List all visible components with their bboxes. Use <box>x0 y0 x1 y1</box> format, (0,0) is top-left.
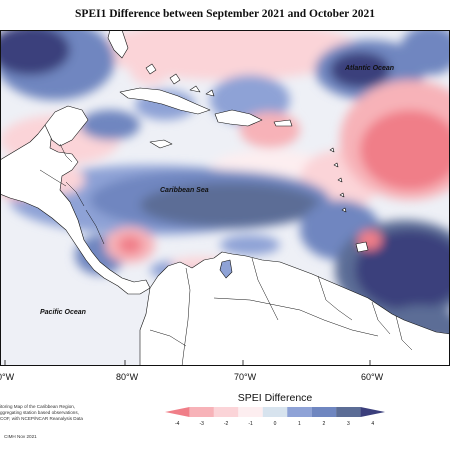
legend-swatch <box>311 407 337 417</box>
legend-tick-label: 0 <box>274 421 277 427</box>
credit-line-1: itoring Map of the Caribbean Region, <box>0 404 76 409</box>
legend-swatch <box>189 407 214 417</box>
yucatan <box>44 105 89 147</box>
legend-swatch <box>213 407 239 417</box>
bahamas <box>145 63 215 97</box>
legend-colorbar: -4 -3 -2 -1 0 1 2 3 4 <box>165 407 385 427</box>
central-america <box>0 124 151 295</box>
longitude-label-80w: 80°W <box>116 372 139 382</box>
legend-tick-label: -3 <box>199 421 204 427</box>
spei-map: Atlantic Ocean Caribbean Sea Pacific Oce… <box>0 30 450 366</box>
legend: SPEI Difference -4 -3 -2 -1 0 1 2 3 4 <box>155 392 395 432</box>
country-borders <box>39 143 413 366</box>
legend-tick-label: 3 <box>347 421 350 427</box>
legend-swatch <box>262 407 288 417</box>
jamaica <box>149 139 173 149</box>
legend-tick-label: 4 <box>371 421 374 427</box>
credit-line-3: COF, with NCEP/NCAR Reanalysis Data <box>0 416 83 421</box>
trinidad <box>355 241 369 253</box>
legend-tick-label: -1 <box>248 421 253 427</box>
legend-swatch <box>165 407 190 417</box>
legend-swatch <box>336 407 361 417</box>
legend-swatch <box>238 407 263 417</box>
florida <box>107 30 129 59</box>
credit-line-2: ggregating station based observations, <box>0 410 79 415</box>
longitude-ticks <box>4 360 371 366</box>
lesser-antilles <box>329 147 347 213</box>
atlantic-ocean-label: Atlantic Ocean <box>344 65 394 72</box>
legend-tick-label: -2 <box>224 421 229 427</box>
longitude-label-90w: 90°W <box>0 372 15 382</box>
caribbean-sea-label: Caribbean Sea <box>160 187 209 194</box>
legend-swatch <box>360 407 385 417</box>
legend-tick-label: -4 <box>175 421 180 427</box>
map-title: SPEI1 Difference between September 2021 … <box>75 8 375 20</box>
legend-swatch <box>287 407 312 417</box>
puerto-rico <box>273 119 293 127</box>
legend-tick-label: 1 <box>298 421 301 427</box>
longitude-label-70w: 70°W <box>234 372 257 382</box>
cuba <box>119 87 211 115</box>
legend-title: SPEI Difference <box>237 392 313 404</box>
longitude-label-60w: 60°W <box>361 372 384 382</box>
pacific-ocean-label: Pacific Ocean <box>40 309 86 316</box>
lake-maracaibo <box>219 259 233 279</box>
credit-line-4: CIMH Nov 2021 <box>4 434 37 439</box>
hispaniola <box>214 109 263 127</box>
legend-tick-label: 2 <box>322 421 325 427</box>
